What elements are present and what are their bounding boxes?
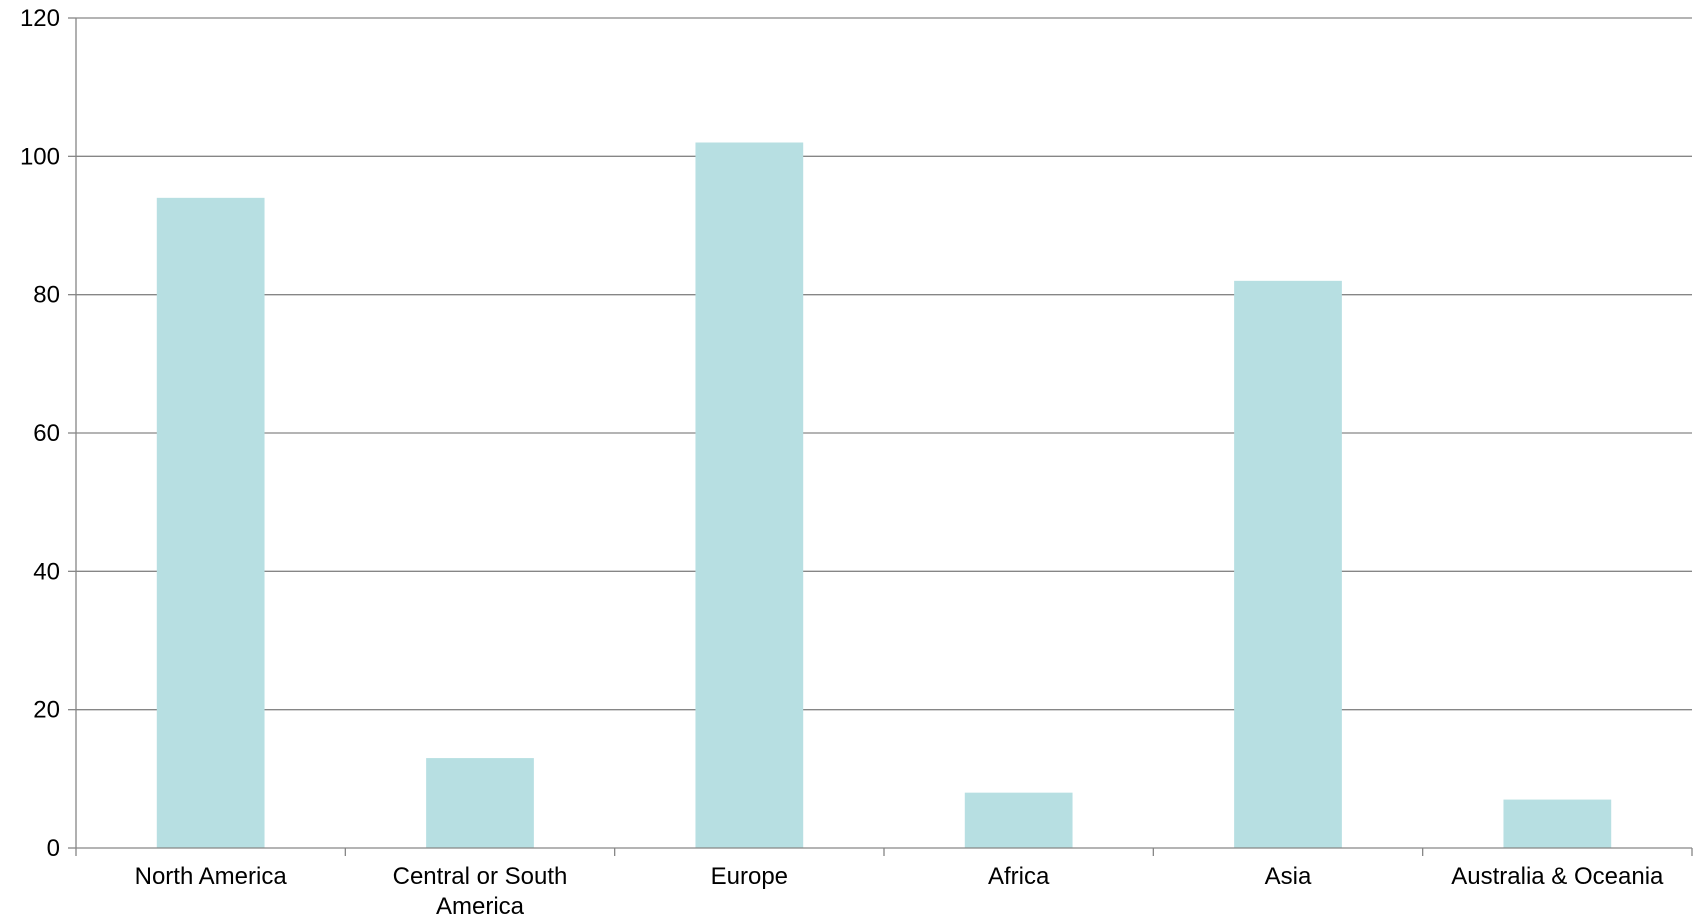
x-category-label-north-america: North America (135, 863, 288, 890)
y-tick-label-60: 60 (33, 420, 60, 447)
bar-north-america (156, 197, 265, 849)
x-category-label-asia: Asia (1265, 863, 1312, 890)
y-tick-label-80: 80 (33, 282, 60, 309)
x-category-label-line: Australia & Oceania (1451, 863, 1664, 890)
axes (68, 17, 1693, 856)
x-category-labels: North America Central or South America Euro… (135, 863, 1664, 920)
x-category-label-africa: Africa (988, 863, 1050, 890)
y-tick-label-0: 0 (47, 835, 60, 862)
x-category-label-line: Africa (988, 863, 1050, 890)
x-category-label-line: Central or South (393, 863, 568, 890)
y-tick-label-120: 120 (20, 5, 60, 32)
gridlines (76, 17, 1692, 711)
x-category-label-australia-oceania: Australia & Oceania (1451, 863, 1664, 890)
bar-europe (695, 142, 804, 848)
x-category-label-central-or-south-america: Central or South America (393, 863, 568, 920)
bar-asia (1234, 280, 1342, 848)
y-tick-label-100: 100 (20, 143, 60, 170)
bar-australia-oceania (1503, 799, 1612, 848)
y-tick-label-20: 20 (33, 697, 60, 724)
x-category-label-europe: Europe (711, 863, 788, 890)
x-category-label-line: America (436, 893, 525, 920)
bar-central-or-south-america (426, 758, 534, 848)
y-tick-label-40: 40 (33, 558, 60, 585)
x-category-label-line: North America (135, 863, 288, 890)
x-category-label-line: Europe (711, 863, 788, 890)
bars (156, 142, 1612, 849)
y-tick-labels: 0 20 40 60 80 100 120 (20, 5, 60, 862)
bar-africa (964, 792, 1073, 848)
x-category-label-line: Asia (1265, 863, 1312, 890)
